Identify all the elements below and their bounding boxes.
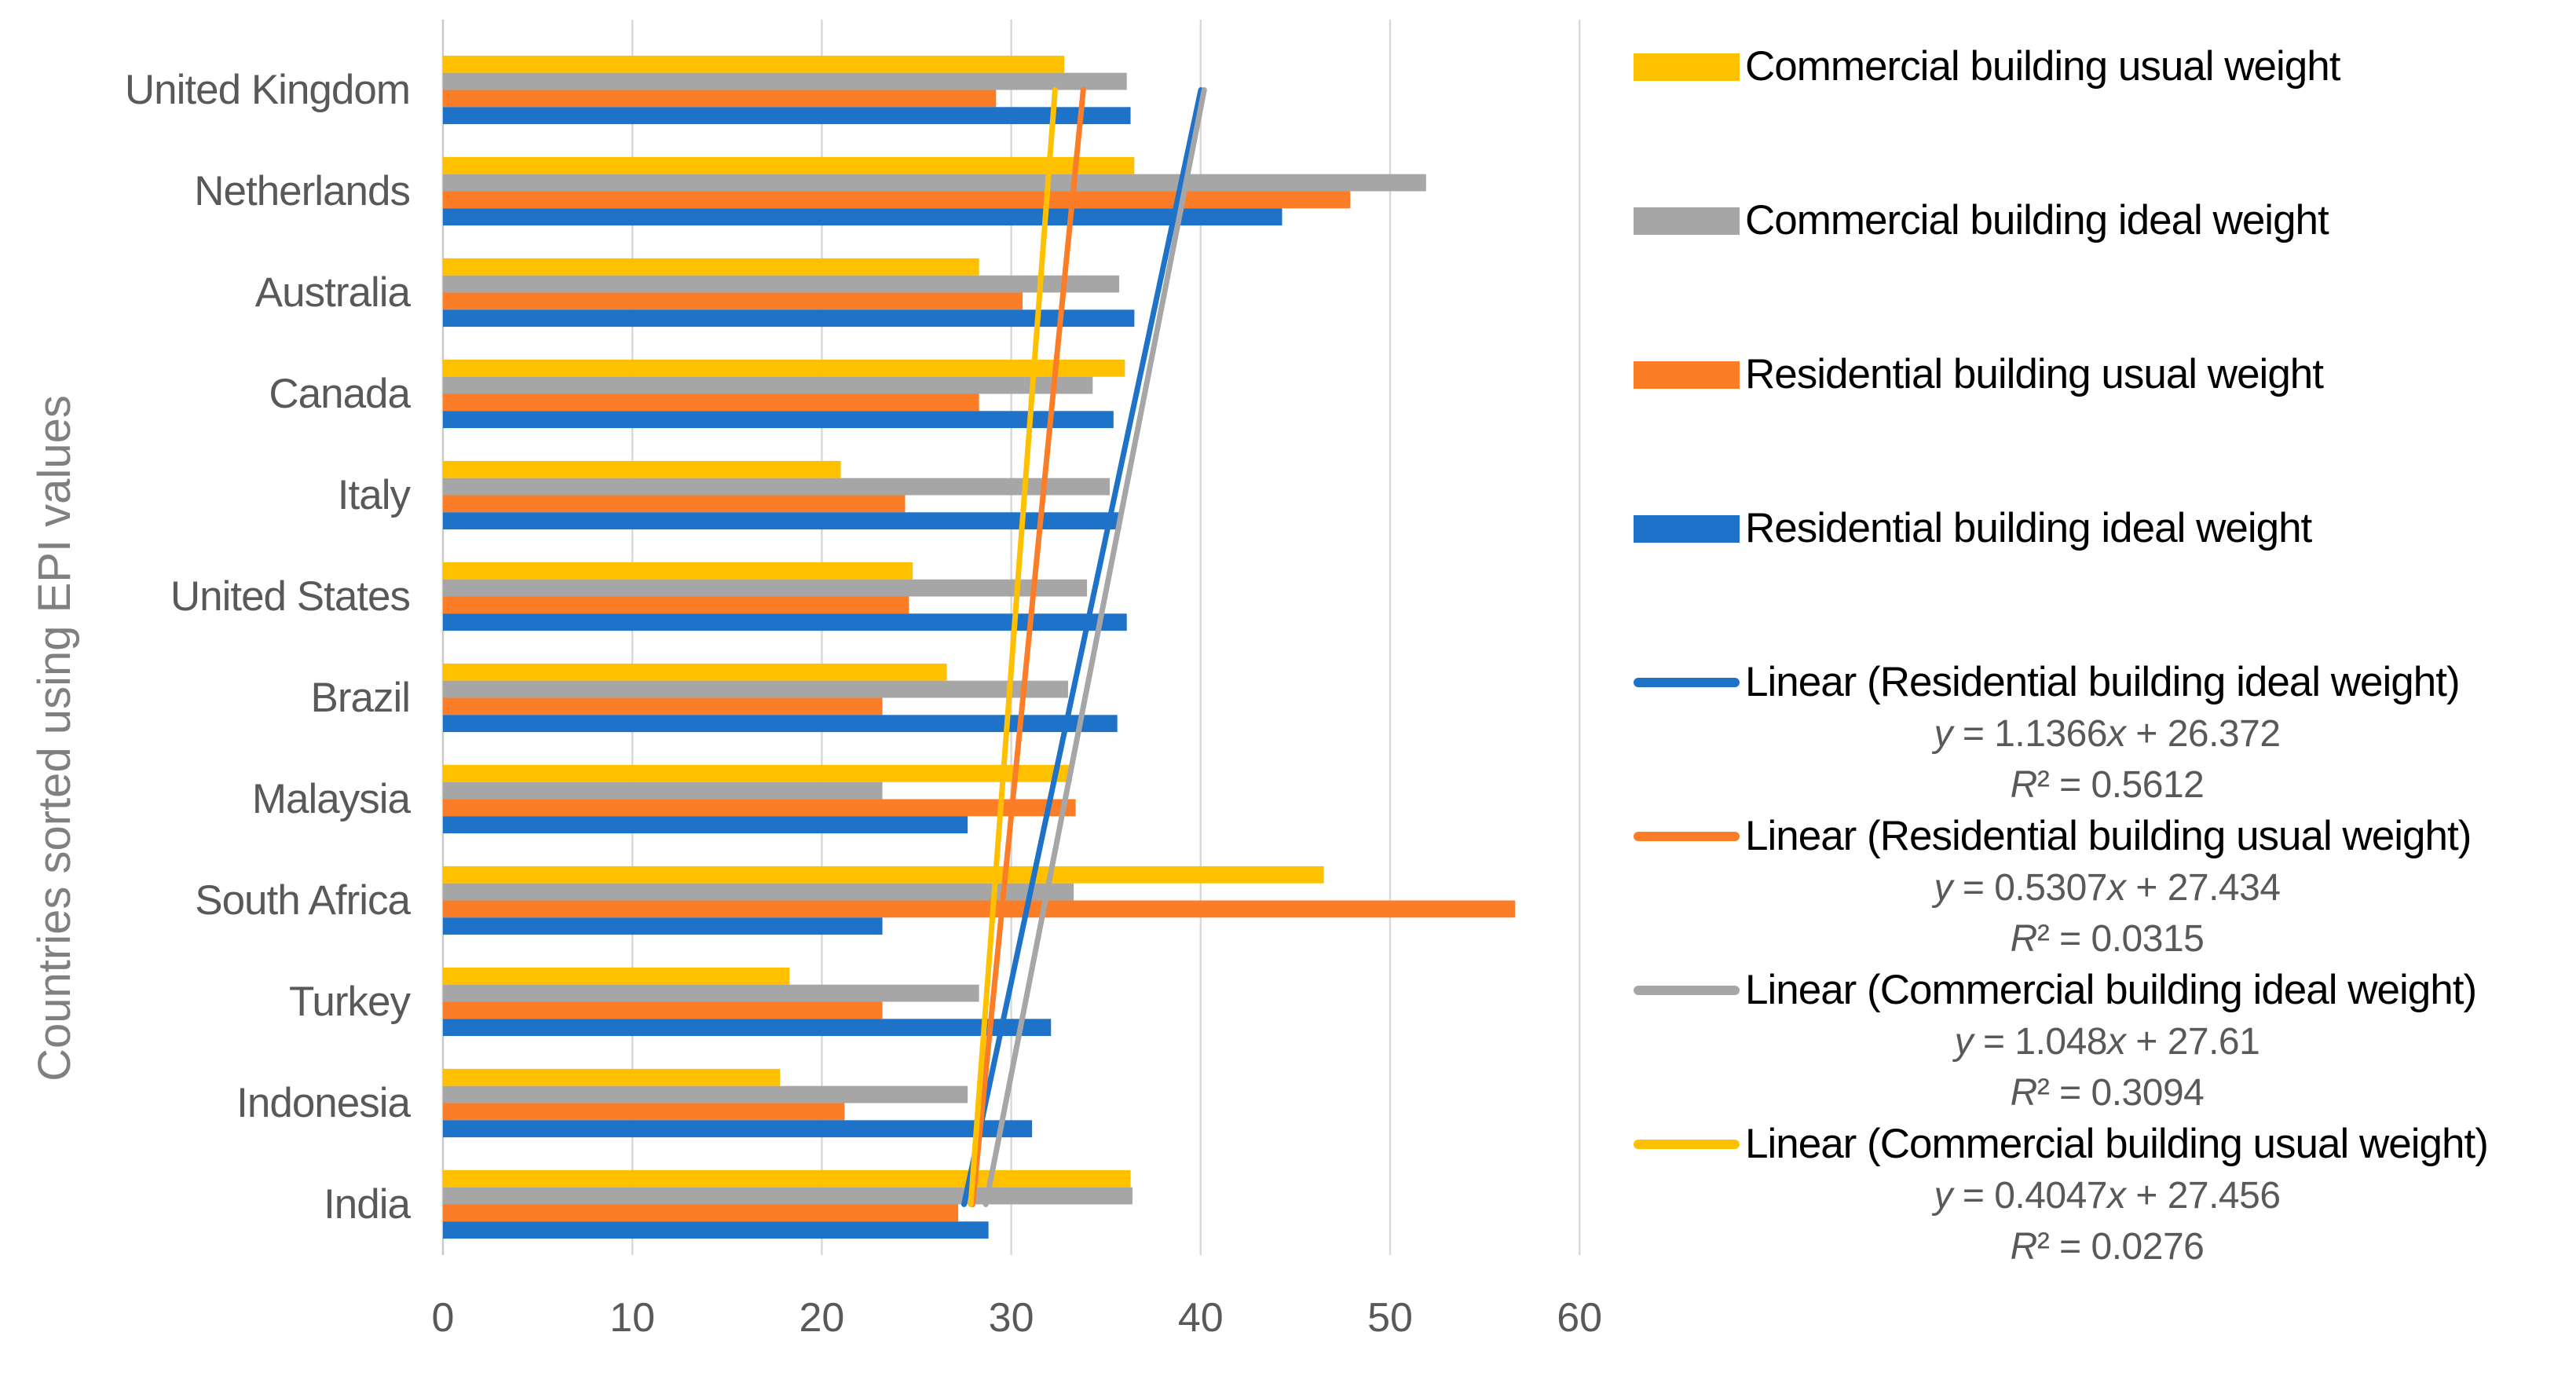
x-tick-label-40: 40: [1177, 1295, 1224, 1341]
legend-label-linear-residential-building-usual-weight: Linear (Residential building usual weigh…: [1745, 813, 2472, 859]
bar-residential-building-ideal-weight-australia: [443, 309, 1135, 328]
bar-commercial-building-usual-weight-united-kingdom: [443, 55, 1065, 73]
bar-residential-building-ideal-weight-netherlands: [443, 208, 1283, 226]
legend-swatch-commercial-building-usual-weight: [1634, 53, 1740, 81]
bar-residential-building-ideal-weight-italy: [443, 512, 1122, 530]
category-label-united-kingdom: United Kingdom: [124, 66, 411, 113]
bar-residential-building-usual-weight-united-states: [443, 596, 909, 614]
bar-commercial-building-usual-weight-malaysia: [443, 764, 1072, 782]
bar-residential-building-usual-weight-italy: [443, 495, 906, 513]
bar-commercial-building-usual-weight-indonesia: [443, 1068, 781, 1086]
legend-equation-linear-residential-building-ideal-weight: y = 1.1366x + 26.372: [1934, 713, 2281, 755]
bar-residential-building-usual-weight-indonesia: [443, 1103, 845, 1121]
bar-commercial-building-usual-weight-south-africa: [443, 865, 1324, 884]
legend-label-residential-building-ideal-weight: Residential building ideal weight: [1745, 505, 2312, 551]
bar-commercial-building-ideal-weight-italy: [443, 478, 1111, 496]
bar-commercial-building-ideal-weight-south-africa: [443, 883, 1074, 901]
bar-residential-building-usual-weight-united-kingdom: [443, 90, 997, 108]
bar-residential-building-usual-weight-brazil: [443, 697, 883, 715]
legend-trendline-swatch-linear-commercial-building-usual-weight: [1634, 1140, 1740, 1149]
category-label-united-states: United States: [170, 573, 411, 620]
legend-equation-linear-residential-building-usual-weight: y = 0.5307x + 27.434: [1934, 867, 2281, 909]
bar-commercial-building-ideal-weight-united-states: [443, 579, 1088, 597]
legend-trendline-swatch-linear-residential-building-usual-weight: [1634, 832, 1740, 841]
legend-label-commercial-building-usual-weight: Commercial building usual weight: [1745, 43, 2341, 90]
x-tick-label-20: 20: [799, 1295, 845, 1341]
bar-residential-building-ideal-weight-malaysia: [443, 816, 968, 834]
category-label-south-africa: South Africa: [195, 876, 411, 924]
legend-label-linear-commercial-building-ideal-weight: Linear (Commercial building ideal weight…: [1745, 967, 2477, 1013]
x-tick-label-50: 50: [1367, 1295, 1413, 1341]
category-label-turkey: Turkey: [288, 978, 411, 1025]
bar-commercial-building-ideal-weight-united-kingdom: [443, 72, 1127, 90]
legend-swatch-residential-building-ideal-weight: [1634, 514, 1740, 543]
legend-label-linear-commercial-building-usual-weight: Linear (Commercial building usual weight…: [1745, 1121, 2489, 1167]
legend-trendline-swatch-linear-commercial-building-ideal-weight: [1634, 986, 1740, 995]
bar-commercial-building-ideal-weight-turkey: [443, 984, 979, 1002]
bar-commercial-building-ideal-weight-indonesia: [443, 1085, 968, 1103]
bar-commercial-building-ideal-weight-netherlands: [443, 174, 1426, 192]
category-label-italy: Italy: [337, 471, 411, 518]
category-label-canada: Canada: [269, 370, 411, 417]
trendline-linear-residential-building-ideal-weight: [961, 87, 1204, 1207]
bar-commercial-building-usual-weight-india: [443, 1169, 1131, 1188]
bar-commercial-building-ideal-weight-india: [443, 1187, 1132, 1205]
x-tick-label-0: 0: [431, 1295, 455, 1341]
bar-commercial-building-ideal-weight-brazil: [443, 680, 1068, 698]
bar-residential-building-ideal-weight-india: [443, 1221, 989, 1239]
x-tick-label-10: 10: [609, 1295, 656, 1341]
bar-commercial-building-ideal-weight-malaysia: [443, 781, 883, 800]
bar-residential-building-usual-weight-south-africa: [443, 900, 1516, 918]
bar-residential-building-ideal-weight-brazil: [443, 715, 1118, 733]
bar-commercial-building-usual-weight-canada: [443, 359, 1125, 377]
bar-residential-building-ideal-weight-united-kingdom: [443, 107, 1131, 125]
bar-commercial-building-usual-weight-united-states: [443, 562, 913, 580]
bar-residential-building-usual-weight-turkey: [443, 1001, 883, 1019]
x-tick-label-30: 30: [988, 1295, 1034, 1341]
trendline-linear-commercial-building-usual-weight: [968, 87, 1058, 1207]
legend-swatch-residential-building-usual-weight: [1634, 360, 1740, 389]
category-label-brazil: Brazil: [310, 674, 411, 721]
legend-label-residential-building-usual-weight: Residential building usual weight: [1745, 351, 2324, 397]
trendline-linear-residential-building-usual-weight: [970, 87, 1086, 1207]
bar-residential-building-usual-weight-netherlands: [443, 191, 1351, 209]
category-label-malaysia: Malaysia: [251, 775, 411, 822]
legend-r2-linear-commercial-building-ideal-weight: R² = 0.3094: [2010, 1072, 2205, 1114]
bar-commercial-building-usual-weight-netherlands: [443, 156, 1135, 174]
trendline-linear-commercial-building-ideal-weight: [982, 87, 1207, 1207]
legend-swatch-commercial-building-ideal-weight: [1634, 207, 1740, 235]
category-label-india: India: [324, 1180, 411, 1228]
bar-commercial-building-ideal-weight-canada: [443, 376, 1093, 394]
legend-equation-linear-commercial-building-usual-weight: y = 0.4047x + 27.456: [1934, 1175, 2281, 1217]
bar-residential-building-ideal-weight-turkey: [443, 1019, 1052, 1037]
legend-equation-linear-commercial-building-ideal-weight: y = 1.048x + 27.61: [1954, 1021, 2260, 1063]
bar-commercial-building-usual-weight-australia: [443, 258, 979, 276]
bar-residential-building-usual-weight-canada: [443, 393, 979, 412]
bar-residential-building-usual-weight-malaysia: [443, 799, 1076, 817]
bar-residential-building-ideal-weight-indonesia: [443, 1120, 1033, 1138]
category-label-netherlands: Netherlands: [194, 167, 411, 214]
y-axis-title: Countries sorted using EPI values: [29, 395, 80, 1081]
bar-commercial-building-usual-weight-brazil: [443, 663, 947, 681]
legend-trendline-swatch-linear-residential-building-ideal-weight: [1634, 678, 1740, 687]
category-label-indonesia: Indonesia: [236, 1079, 411, 1126]
legend-label-commercial-building-ideal-weight: Commercial building ideal weight: [1745, 197, 2329, 243]
bar-residential-building-usual-weight-australia: [443, 292, 1023, 310]
bar-commercial-building-usual-weight-italy: [443, 460, 841, 478]
bar-residential-building-usual-weight-india: [443, 1204, 959, 1222]
bar-commercial-building-usual-weight-turkey: [443, 967, 790, 985]
category-label-australia: Australia: [254, 269, 411, 316]
x-tick-label-60: 60: [1557, 1295, 1603, 1341]
bar-commercial-building-ideal-weight-australia: [443, 275, 1120, 293]
bar-residential-building-ideal-weight-south-africa: [443, 917, 883, 935]
legend-label-linear-residential-building-ideal-weight: Linear (Residential building ideal weigh…: [1745, 659, 2461, 705]
legend-r2-linear-commercial-building-usual-weight: R² = 0.0276: [2010, 1226, 2205, 1268]
legend-r2-linear-residential-building-usual-weight: R² = 0.0315: [2010, 918, 2205, 960]
bar-residential-building-ideal-weight-canada: [443, 411, 1114, 429]
legend-r2-linear-residential-building-ideal-weight: R² = 0.5612: [2010, 764, 2205, 806]
bar-residential-building-ideal-weight-united-states: [443, 613, 1127, 631]
